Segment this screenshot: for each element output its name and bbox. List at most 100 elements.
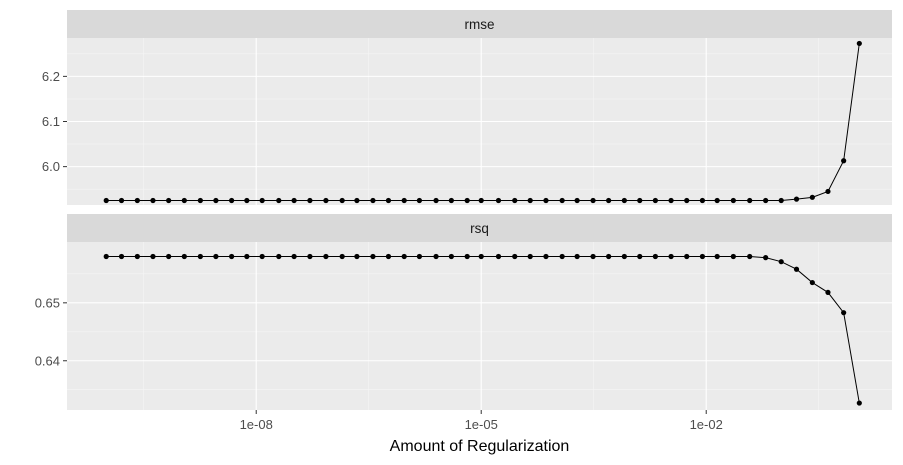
data-point xyxy=(166,197,172,204)
data-point xyxy=(433,197,439,204)
data-point xyxy=(448,197,454,204)
data-point xyxy=(714,197,720,204)
y-tick-label: 0.64 xyxy=(35,353,60,368)
data-point xyxy=(244,253,250,260)
y-tick-label: 0.65 xyxy=(35,295,60,310)
data-point xyxy=(809,194,815,200)
data-point xyxy=(478,197,484,204)
data-point xyxy=(259,253,265,260)
data-point xyxy=(291,197,297,204)
data-point xyxy=(574,197,580,204)
plot-background xyxy=(67,242,892,410)
data-point xyxy=(291,253,297,260)
data-point xyxy=(668,253,674,260)
data-point xyxy=(448,253,454,260)
data-point xyxy=(197,197,203,204)
data-point xyxy=(150,253,156,260)
data-point xyxy=(354,253,360,260)
data-point xyxy=(559,197,565,204)
x-tick-label: 1e-08 xyxy=(240,417,273,432)
data-point xyxy=(730,253,736,260)
data-point xyxy=(478,253,484,260)
data-point xyxy=(385,197,392,204)
data-point xyxy=(134,197,140,204)
data-point xyxy=(103,253,109,260)
data-point xyxy=(323,197,329,204)
panel-rsq: rsq 0.64 0.65 xyxy=(35,214,892,410)
y-tick-label: 6.2 xyxy=(42,69,60,84)
data-point xyxy=(637,197,643,204)
data-point xyxy=(621,197,627,204)
y-tick-label: 6.0 xyxy=(42,159,60,174)
data-point xyxy=(778,259,784,265)
data-point xyxy=(793,196,800,202)
data-point xyxy=(354,197,360,204)
facet-strip-label: rsq xyxy=(470,221,489,236)
data-point xyxy=(181,197,187,204)
data-point xyxy=(276,253,282,260)
data-point xyxy=(543,253,549,260)
data-point xyxy=(825,188,831,195)
data-point xyxy=(747,197,753,204)
data-point xyxy=(229,197,235,204)
x-tick-label: 1e-02 xyxy=(690,417,723,432)
data-point xyxy=(276,197,282,204)
data-point xyxy=(699,253,706,260)
data-point xyxy=(401,253,407,260)
data-point xyxy=(856,400,862,406)
data-point xyxy=(197,253,203,260)
data-point xyxy=(778,197,784,204)
facet-strip-rmse xyxy=(67,10,892,38)
data-point xyxy=(495,253,502,260)
data-point xyxy=(652,253,658,260)
data-point xyxy=(747,253,753,260)
data-point xyxy=(150,197,156,204)
data-point xyxy=(652,197,658,204)
data-point xyxy=(512,253,518,260)
panel-rmse: rmse 6.0 6.1 6.2 xyxy=(42,10,892,205)
data-point xyxy=(606,197,612,204)
data-point xyxy=(763,197,769,204)
data-point xyxy=(637,253,643,260)
data-point xyxy=(385,253,392,260)
data-point xyxy=(370,197,376,204)
data-point xyxy=(259,197,265,204)
data-point xyxy=(841,158,847,164)
data-point xyxy=(621,253,627,260)
data-point xyxy=(181,253,187,260)
data-point xyxy=(339,197,345,204)
data-point xyxy=(307,253,313,260)
data-point xyxy=(464,197,470,204)
data-point xyxy=(527,197,533,204)
data-point xyxy=(323,253,329,260)
data-point xyxy=(527,253,533,260)
data-point xyxy=(166,253,172,260)
data-point xyxy=(825,289,831,295)
data-point xyxy=(464,253,470,260)
data-point xyxy=(339,253,345,260)
facet-strip-label: rmse xyxy=(465,17,495,32)
data-point xyxy=(668,197,674,204)
data-point xyxy=(118,253,125,260)
data-point xyxy=(763,255,769,261)
data-point xyxy=(606,253,612,260)
data-point xyxy=(244,197,250,204)
data-point xyxy=(793,266,800,272)
data-point xyxy=(684,253,690,260)
data-point xyxy=(416,253,423,260)
x-axis-title: Amount of Regularization xyxy=(390,438,570,455)
data-point xyxy=(103,197,109,204)
data-point xyxy=(841,310,847,316)
data-point xyxy=(416,197,423,204)
data-point xyxy=(134,253,140,260)
data-point xyxy=(433,253,439,260)
data-point xyxy=(495,197,502,204)
data-point xyxy=(229,253,235,260)
data-point xyxy=(590,197,596,204)
data-point xyxy=(559,253,565,260)
data-point xyxy=(370,253,376,260)
data-point xyxy=(543,197,549,204)
facet-strip-rsq xyxy=(67,214,892,242)
data-point xyxy=(856,40,862,47)
